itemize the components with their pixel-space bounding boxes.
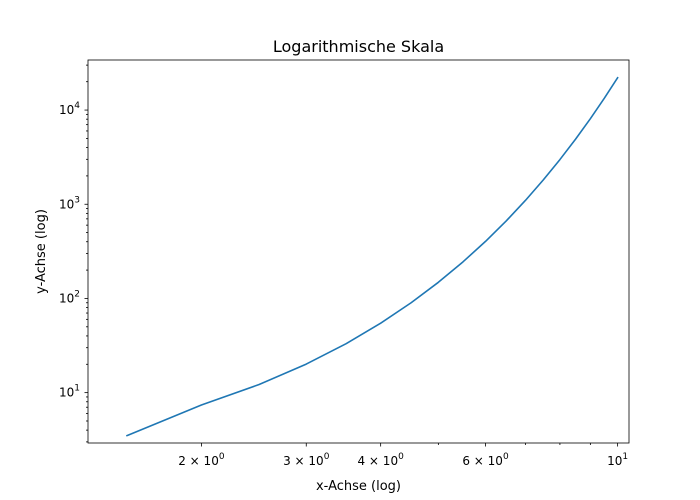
x-axis-label: x-Achse (log): [316, 479, 401, 494]
x-tick-label-exponent: 0: [503, 452, 509, 462]
x-major-ticks: 2 × 100 3 × 100 4 × 100 6 × 100 101: [178, 443, 628, 468]
y-tick-label-1: 102: [59, 289, 80, 305]
y-tick-label-exponent: 1: [74, 384, 80, 394]
chart-title: Logarithmische Skala: [273, 37, 444, 56]
plot-frame: [87, 59, 630, 444]
x-tick-label-exponent: 0: [398, 452, 404, 462]
x-tick-label-exponent: 0: [324, 452, 330, 462]
x-tick-label-0: 2 × 100: [178, 452, 225, 468]
x-tick-label-base: 3 × 10: [283, 454, 324, 468]
x-tick-label-1: 3 × 100: [283, 452, 330, 468]
y-axis-label: y-Achse (log): [34, 209, 49, 294]
y-tick-label-exponent: 2: [74, 289, 80, 299]
x-tick-label-3: 6 × 100: [462, 452, 509, 468]
y-tick-label-0: 101: [59, 384, 80, 400]
y-tick-label-base: 10: [59, 291, 74, 305]
data-series-line: [125, 76, 619, 437]
y-tick-label-3: 104: [59, 101, 80, 117]
y-tick-label-exponent: 4: [74, 101, 80, 111]
x-tick-label-2: 4 × 100: [357, 452, 404, 468]
y-tick-label-2: 103: [59, 195, 80, 211]
x-tick-label-base: 4 × 10: [357, 454, 398, 468]
x-tick-label-exponent: 1: [622, 452, 628, 462]
y-tick-label-base: 10: [59, 103, 74, 117]
y-tick-label-base: 10: [59, 197, 74, 211]
y-tick-label-exponent: 3: [74, 195, 80, 205]
x-tick-label-base: 6 × 10: [462, 454, 503, 468]
x-tick-label-4: 101: [607, 452, 628, 468]
x-tick-label-base: 2 × 10: [178, 454, 219, 468]
x-tick-label-exponent: 0: [219, 452, 225, 462]
y-tick-label-base: 10: [59, 386, 74, 400]
x-tick-label-base: 10: [607, 454, 622, 468]
